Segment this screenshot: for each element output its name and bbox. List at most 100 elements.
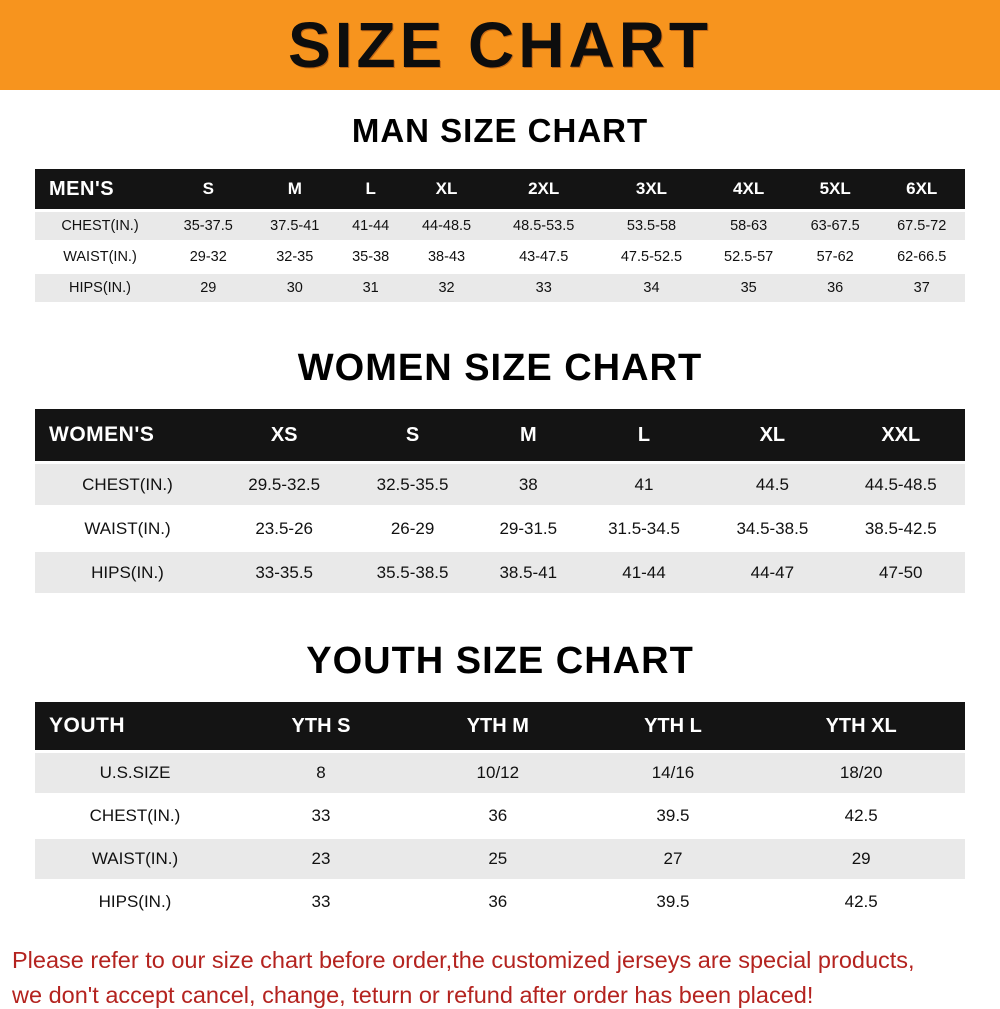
banner-title: SIZE CHART [288,9,712,81]
table-header-row: YOUTH YTH S YTH M YTH L YTH XL [35,702,965,750]
table-header-cell: 6XL [878,169,965,209]
table-row: HIPS(IN.) 33-35.5 35.5-38.5 38.5-41 41-4… [35,552,965,593]
table-header-cell: XXL [836,409,965,461]
table-row: HIPS(IN.) 29 30 31 32 33 34 35 36 37 [35,274,965,302]
youth-size-table: YOUTH YTH S YTH M YTH L YTH XL U.S.SIZE … [35,699,965,925]
table-header: WOMEN'S XS S M L XL XXL [35,409,965,461]
table-cell: 29 [757,839,965,879]
table-cell: 29.5-32.5 [220,464,349,505]
table-cell: 23 [235,839,407,879]
table-cell: 32.5-35.5 [348,464,477,505]
table-header-cell: L [579,409,709,461]
table-cell: 63-67.5 [791,212,879,240]
table-cell: 58-63 [705,212,792,240]
row-label: CHEST(IN.) [35,212,165,240]
table-cell: 35 [705,274,792,302]
table-cell: 33-35.5 [220,552,349,593]
row-label: CHEST(IN.) [35,464,220,505]
table-cell: 29-31.5 [476,508,580,549]
table-cell: 34 [597,274,706,302]
table-row: CHEST(IN.) 35-37.5 37.5-41 41-44 44-48.5… [35,212,965,240]
table-header-cell: YTH L [588,702,758,750]
table-cell: 36 [406,796,589,836]
table-cell: 67.5-72 [878,212,965,240]
table-cell: 31 [338,274,404,302]
table-cell: 44.5 [708,464,837,505]
table-header-cell: XL [708,409,837,461]
row-label: HIPS(IN.) [35,274,165,302]
table-cell: 32 [403,274,490,302]
table-cell: 42.5 [757,882,965,922]
row-label: U.S.SIZE [35,753,235,793]
table-cell: 52.5-57 [705,243,792,271]
table-row: WAIST(IN.) 23 25 27 29 [35,839,965,879]
table-cell: 57-62 [791,243,879,271]
table-cell: 14/16 [588,753,758,793]
table-cell: 36 [406,882,589,922]
table-header: MEN'S S M L XL 2XL 3XL 4XL 5XL 6XL [35,169,965,209]
table-cell: 27 [588,839,758,879]
table-cell: 18/20 [757,753,965,793]
table-cell: 33 [235,882,407,922]
table-header-cell: YTH S [235,702,407,750]
table-cell: 31.5-34.5 [579,508,709,549]
table-header-cell: L [338,169,404,209]
table-cell: 44-48.5 [403,212,490,240]
table-cell: 33 [489,274,598,302]
footer-note-line2: we don't accept cancel, change, teturn o… [12,982,814,1008]
row-label: HIPS(IN.) [35,552,220,593]
table-header-cell: XL [403,169,490,209]
table-cell: 35.5-38.5 [348,552,477,593]
table-cell: 10/12 [406,753,589,793]
table-cell: 38.5-41 [476,552,580,593]
section-title-youth: YOUTH SIZE CHART [306,640,694,682]
table-corner-label: WOMEN'S [35,409,220,461]
table-cell: 34.5-38.5 [708,508,837,549]
table-cell: 41-44 [338,212,404,240]
table-row: WAIST(IN.) 23.5-26 26-29 29-31.5 31.5-34… [35,508,965,549]
table-cell: 23.5-26 [220,508,349,549]
footer-note: Please refer to our size chart before or… [0,947,1000,1009]
table-row: CHEST(IN.) 29.5-32.5 32.5-35.5 38 41 44.… [35,464,965,505]
table-header-cell: 3XL [597,169,706,209]
table-header-cell: 2XL [489,169,598,209]
table-cell: 29-32 [165,243,252,271]
table-cell: 8 [235,753,407,793]
table-header-row: WOMEN'S XS S M L XL XXL [35,409,965,461]
table-header-cell: S [348,409,477,461]
table-cell: 41-44 [579,552,709,593]
table-row: HIPS(IN.) 33 36 39.5 42.5 [35,882,965,922]
table-cell: 42.5 [757,796,965,836]
table-cell: 43-47.5 [489,243,598,271]
table-row: CHEST(IN.) 33 36 39.5 42.5 [35,796,965,836]
row-label: WAIST(IN.) [35,508,220,549]
table-header-cell: S [165,169,252,209]
table-header-cell: XS [220,409,349,461]
table-cell: 30 [251,274,339,302]
table-header-cell: M [251,169,339,209]
table-header-cell: 5XL [791,169,879,209]
table-cell: 44.5-48.5 [836,464,965,505]
table-cell: 41 [579,464,709,505]
table-cell: 53.5-58 [597,212,706,240]
row-label: HIPS(IN.) [35,882,235,922]
section-title-women: WOMEN SIZE CHART [297,347,703,389]
table-header-cell: YTH XL [757,702,965,750]
table-cell: 47.5-52.5 [597,243,706,271]
footer-note-line1: Please refer to our size chart before or… [12,947,915,973]
table-cell: 48.5-53.5 [489,212,598,240]
section-title-men: MAN SIZE CHART [351,112,649,149]
table-header-cell: 4XL [705,169,792,209]
table-row: U.S.SIZE 8 10/12 14/16 18/20 [35,753,965,793]
row-label: CHEST(IN.) [35,796,235,836]
table-cell: 38-43 [403,243,490,271]
table-cell: 62-66.5 [878,243,965,271]
women-size-table: WOMEN'S XS S M L XL XXL CHEST(IN.) 29.5-… [35,406,965,596]
table-row: WAIST(IN.) 29-32 32-35 35-38 38-43 43-47… [35,243,965,271]
table-cell: 44-47 [708,552,837,593]
row-label: WAIST(IN.) [35,839,235,879]
table-cell: 39.5 [588,882,758,922]
table-corner-label: YOUTH [35,702,235,750]
table-corner-label: MEN'S [35,169,165,209]
